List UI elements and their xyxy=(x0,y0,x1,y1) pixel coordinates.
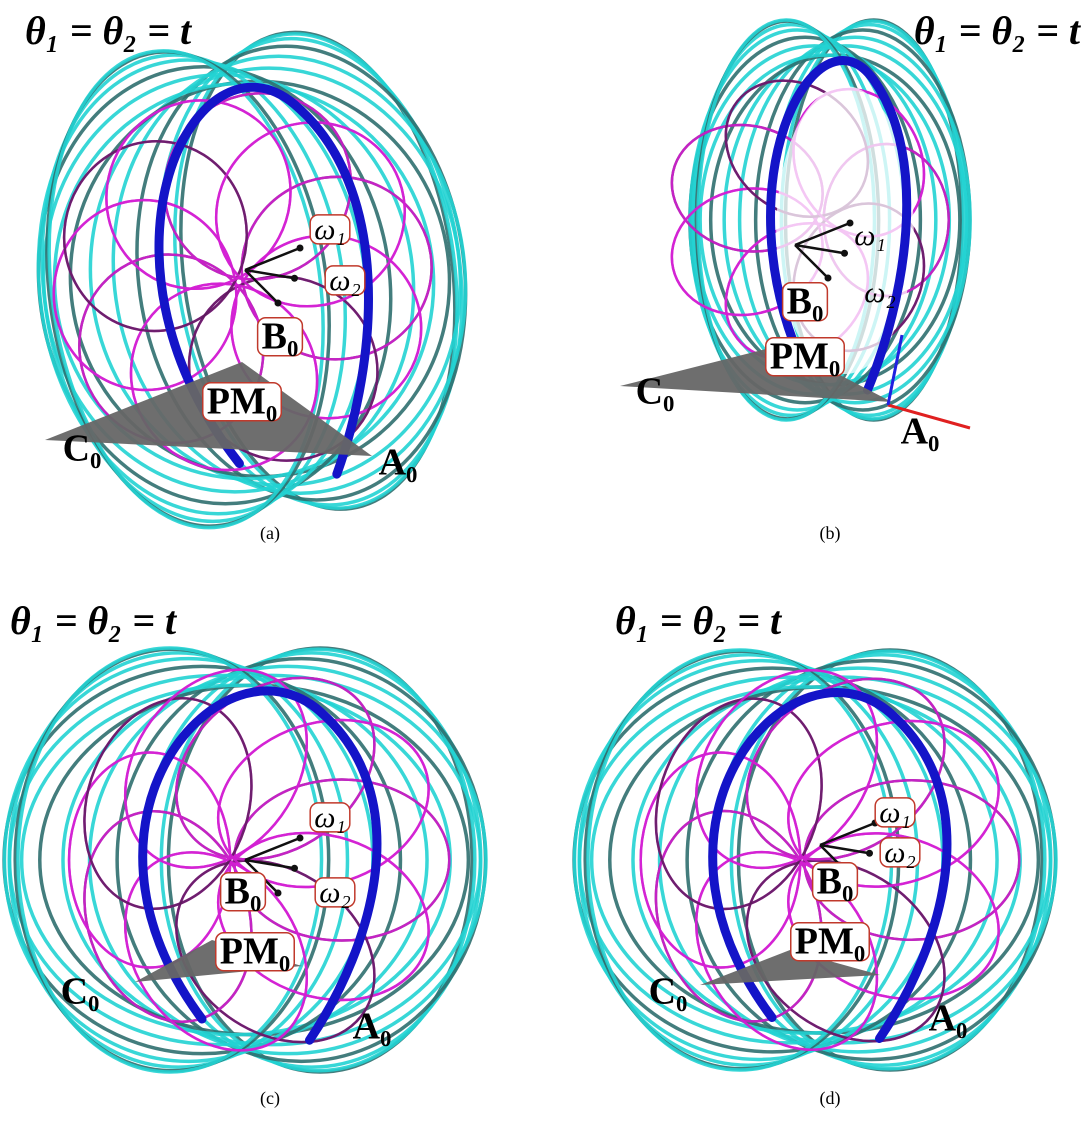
label-group: PM₀ xyxy=(791,921,869,963)
panel-title: θ₁ = θ₂ = t xyxy=(10,598,178,643)
caption: (a) xyxy=(260,523,280,544)
label: A₀ xyxy=(379,442,418,484)
label: C₀ xyxy=(63,428,102,470)
label-group: B₀ xyxy=(258,316,303,358)
label: PM₀ xyxy=(207,381,277,423)
label: ω₁ xyxy=(879,796,911,829)
panel-title: θ₁ = θ₂ = t xyxy=(615,598,783,643)
label: C₀ xyxy=(649,971,688,1013)
wireframe xyxy=(574,635,1056,1085)
label-group: PM₀ xyxy=(766,336,844,378)
label-group: ω₂ xyxy=(315,876,355,909)
label-group: ω₂ xyxy=(864,276,896,309)
label: ω₂ xyxy=(864,276,896,309)
label: ω₁ xyxy=(314,801,346,834)
label-group: B₀ xyxy=(783,281,828,323)
label: C₀ xyxy=(61,971,100,1013)
label: ω₂ xyxy=(319,876,351,909)
label-group: A₀ xyxy=(353,1006,392,1048)
arrow-head xyxy=(275,890,282,897)
label-group: ω₁ xyxy=(310,213,350,246)
label: ω₂ xyxy=(329,264,361,297)
caption: (c) xyxy=(260,1088,280,1109)
label: B₀ xyxy=(225,871,262,913)
label: C₀ xyxy=(636,371,675,413)
label: ω₂ xyxy=(884,836,916,869)
label: PM₀ xyxy=(770,336,840,378)
arrow-head xyxy=(291,865,298,872)
label: A₀ xyxy=(929,998,968,1040)
arrow-head xyxy=(825,275,832,282)
label-group: C₀ xyxy=(649,971,688,1013)
label-group: B₀ xyxy=(813,861,858,903)
label-group: ω₁ xyxy=(854,219,886,252)
label: A₀ xyxy=(353,1006,392,1048)
magenta-loop xyxy=(641,753,801,968)
panel-title: θ₁ = θ₂ = t xyxy=(914,8,1082,53)
arrow-head xyxy=(275,300,282,307)
magenta-loop xyxy=(73,68,323,321)
label-group: ω₂ xyxy=(325,264,365,297)
arrow-head xyxy=(841,250,848,257)
label: ω₁ xyxy=(314,213,346,246)
label-group: PM₀ xyxy=(216,931,294,973)
arrow-head xyxy=(297,245,304,252)
label-group: PM₀ xyxy=(203,381,281,423)
label-group: A₀ xyxy=(929,998,968,1040)
label: ω₁ xyxy=(854,219,886,252)
arrow-head xyxy=(291,275,298,282)
label-group: ω₂ xyxy=(880,836,920,869)
label-group: ω₁ xyxy=(875,796,915,829)
label: A₀ xyxy=(901,411,940,453)
cyan-ring xyxy=(580,677,997,1043)
arrow-head xyxy=(847,220,854,227)
label-group: ω₁ xyxy=(310,801,350,834)
label-group: C₀ xyxy=(63,428,102,470)
label: PM₀ xyxy=(220,931,290,973)
label-group: A₀ xyxy=(901,411,940,453)
label-group: B₀ xyxy=(221,871,266,913)
caption: (b) xyxy=(820,523,841,544)
magenta-loop xyxy=(73,68,323,321)
label: PM₀ xyxy=(795,921,865,963)
label: B₀ xyxy=(262,316,299,358)
panel-title: θ₁ = θ₂ = t xyxy=(25,8,193,53)
magenta-loop xyxy=(69,753,230,968)
label: B₀ xyxy=(817,861,854,903)
arrow-head xyxy=(297,835,304,842)
arrow-head xyxy=(866,850,873,857)
label-group: A₀ xyxy=(379,442,418,484)
label-group: C₀ xyxy=(636,371,675,413)
label-group: C₀ xyxy=(61,971,100,1013)
label: B₀ xyxy=(787,281,824,323)
cyan-ring xyxy=(63,675,480,1044)
figure: θ₁ = θ₂ = t ω₁ ω₂ B₀ PM₀ C₀ A₀ (a) θ₁ = θ₂ = t ω₁… xyxy=(0,0,1090,1141)
caption: (d) xyxy=(820,1088,841,1109)
